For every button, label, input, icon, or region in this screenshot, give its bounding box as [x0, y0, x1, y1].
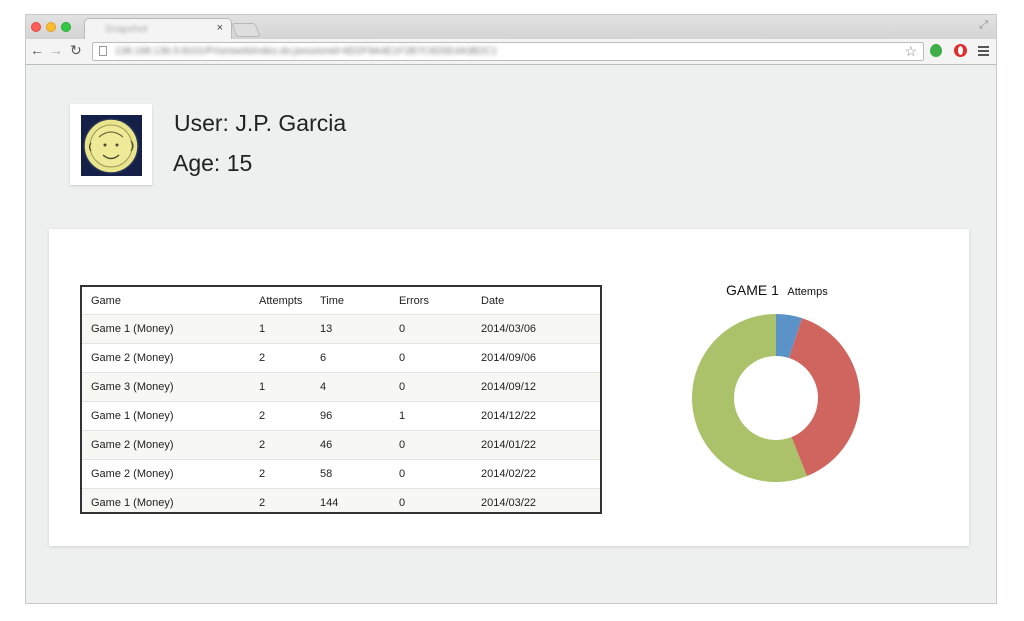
cell-errors: 0: [399, 314, 481, 344]
cell-time: 4: [320, 372, 399, 402]
table-header-row: Game Attempts Time Errors Date: [82, 287, 600, 315]
table-row: Game 2 (Money) 2 58 0 2014/02/22: [82, 459, 600, 489]
cell-errors: 1: [399, 401, 481, 431]
cell-game: Game 3 (Money): [82, 372, 259, 402]
reload-icon[interactable]: ↻: [70, 42, 82, 58]
cell-game: Game 2 (Money): [82, 430, 259, 460]
cell-errors: 0: [399, 497, 406, 509]
page-content: User: J.P. Garcia Age: 15 Game Attempts …: [26, 66, 996, 603]
cell-date: 2014/03/22: [481, 497, 537, 509]
cell-date: 2014/03/06: [481, 314, 600, 344]
cell-time: 144: [320, 497, 339, 509]
zoom-window-button[interactable]: [61, 22, 71, 32]
browser-window: Snapshot × ⤢ ← → ↻ 138.198.136.5:8101/Pr…: [25, 14, 997, 604]
hamburger-menu-icon[interactable]: [978, 46, 989, 58]
cell-errors: 0: [399, 372, 481, 402]
cell-time: 96: [320, 401, 399, 431]
window-controls: [31, 22, 71, 32]
tab-close-icon[interactable]: ×: [216, 22, 223, 34]
cell-date: 2014/09/12: [481, 372, 600, 402]
attempts-donut-chart: [692, 314, 860, 482]
browser-toolbar: ← → ↻ 138.198.136.5:8101/Prismweb/index.…: [26, 39, 996, 65]
stats-panel: Game Attempts Time Errors Date Game 1 (M…: [49, 229, 969, 546]
cell-errors: 0: [399, 343, 481, 373]
cell-game: Game 1 (Money): [91, 497, 174, 509]
close-window-button[interactable]: [31, 22, 41, 32]
donut-slice-1: [776, 314, 802, 359]
page-icon: [99, 46, 107, 56]
browser-tab[interactable]: Snapshot ×: [84, 18, 232, 39]
donut-slice-3: [692, 314, 807, 482]
cell-attempts: 1: [259, 314, 320, 344]
forward-arrow-icon[interactable]: →: [49, 42, 63, 58]
table-row: Game 1 (Money) 2 144 0 2014/03/22: [82, 488, 600, 512]
cell-game: Game 2 (Money): [82, 343, 259, 373]
age-text: Age: 15: [173, 150, 253, 176]
table-row: Game 3 (Money) 1 4 0 2014/09/12: [82, 372, 600, 402]
table-row: Game 2 (Money) 2 46 0 2014/01/22: [82, 430, 600, 460]
cell-game: Game 2 (Money): [82, 459, 259, 489]
donut-slice-2: [788, 318, 860, 477]
cell-date: 2014/09/06: [481, 343, 600, 373]
new-tab-button[interactable]: [231, 23, 261, 37]
fullscreen-icon[interactable]: ⤢: [979, 19, 988, 31]
back-arrow-icon[interactable]: ←: [30, 42, 44, 58]
address-bar[interactable]: 138.198.136.5:8101/Prismweb/index.do;jse…: [92, 42, 924, 61]
header-date: Date: [481, 287, 600, 315]
url-text[interactable]: 138.198.136.5:8101/Prismweb/index.do;jse…: [115, 46, 498, 57]
cell-attempts: 2: [259, 459, 320, 489]
results-table: Game Attempts Time Errors Date Game 1 (M…: [82, 287, 600, 512]
chart-title: GAME 1 Attemps: [726, 282, 828, 300]
chart-title-main: GAME 1: [726, 282, 779, 298]
green-extension-icon[interactable]: [930, 44, 942, 57]
table-row: Game 1 (Money) 2 96 1 2014/12/22: [82, 401, 600, 431]
cell-time: 6: [320, 343, 399, 373]
header-errors: Errors: [399, 287, 481, 315]
cell-errors: 0: [399, 459, 481, 489]
header-time: Time: [320, 287, 399, 315]
cell-attempts: 2: [259, 401, 320, 431]
tab-title: Snapshot: [105, 24, 148, 35]
game-history-table: Game Attempts Time Errors Date Game 1 (M…: [80, 285, 602, 514]
cell-date: 2014/02/22: [481, 459, 600, 489]
chart-title-subtitle: Attemps: [787, 286, 828, 298]
tab-strip: Snapshot × ⤢: [26, 15, 996, 39]
avatar-frame: [70, 104, 152, 185]
table-row: Game 1 (Money) 1 13 0 2014/03/06: [82, 314, 600, 344]
cell-game: Game 1 (Money): [82, 314, 259, 344]
username-heading: User: J.P. Garcia: [174, 110, 347, 136]
cell-errors: 0: [399, 430, 481, 460]
astronaut-avatar-icon: [81, 115, 142, 176]
cell-attempts: 2: [259, 497, 266, 509]
cell-date: 2014/12/22: [481, 401, 600, 431]
cell-time: 46: [320, 430, 399, 460]
cell-attempts: 2: [259, 430, 320, 460]
cell-time: 13: [320, 314, 399, 344]
opera-extension-icon[interactable]: [954, 44, 967, 57]
cell-game: Game 1 (Money): [82, 401, 259, 431]
header-game: Game: [82, 287, 259, 315]
cell-date: 2014/01/22: [481, 430, 600, 460]
cell-attempts: 1: [259, 372, 320, 402]
minimize-window-button[interactable]: [46, 22, 56, 32]
table-row: Game 2 (Money) 2 6 0 2014/09/06: [82, 343, 600, 373]
star-icon[interactable]: ☆: [904, 43, 917, 59]
cell-attempts: 2: [259, 343, 320, 373]
header-attempts: Attempts: [259, 287, 320, 315]
cell-time: 58: [320, 459, 399, 489]
avatar: [81, 115, 142, 176]
